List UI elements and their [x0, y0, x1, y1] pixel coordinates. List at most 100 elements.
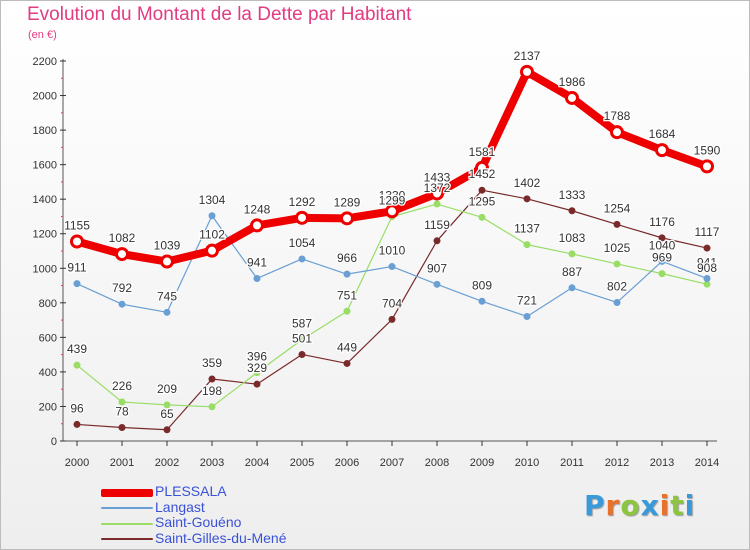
data-point: [73, 420, 81, 428]
data-point: [298, 255, 306, 263]
x-tick-label: 2006: [335, 457, 359, 469]
data-point: [475, 160, 489, 175]
data-label: 1299: [379, 194, 406, 208]
data-label: 721: [517, 293, 537, 307]
data-label: 65: [160, 407, 174, 421]
data-label: 1155: [64, 219, 90, 233]
y-tick-label: 600: [39, 332, 57, 344]
data-label: 226: [112, 379, 132, 393]
legend-label: Saint-Gilles-du-Mené: [155, 529, 287, 546]
data-label: 1372: [424, 181, 451, 195]
data-point: [118, 424, 126, 432]
data-point: [118, 300, 126, 308]
logo-letter: P: [584, 489, 606, 522]
x-tick-label: 2007: [380, 457, 404, 469]
data-point: [208, 375, 216, 383]
data-label: 809: [472, 278, 492, 292]
data-point: [658, 234, 666, 242]
data-point: [568, 250, 576, 258]
data-point: [208, 403, 216, 411]
data-point: [70, 234, 84, 249]
data-label: 501: [292, 331, 312, 345]
data-point: [253, 369, 261, 377]
x-tick-label: 2001: [110, 457, 134, 469]
x-tick-label: 2008: [425, 457, 449, 469]
data-point: [703, 280, 711, 288]
x-tick-label: 2009: [470, 457, 494, 469]
data-label: 1082: [109, 231, 136, 245]
data-label: 1402: [514, 176, 541, 190]
x-tick-label: 2014: [695, 457, 719, 469]
data-label: 745: [157, 289, 177, 303]
chart-subtitle: (en €): [28, 29, 57, 41]
data-point: [703, 274, 711, 282]
y-tick-label: 200: [39, 401, 57, 413]
logo-letter: x: [640, 489, 660, 522]
data-label: 907: [427, 261, 447, 275]
data-label: 1102: [199, 228, 225, 242]
data-label: 704: [382, 296, 402, 310]
data-label: 396: [247, 350, 267, 364]
y-tick-label: 2000: [33, 91, 57, 103]
legend-label: Langast: [155, 498, 205, 515]
data-label: 1684: [649, 127, 676, 141]
data-label: 1254: [604, 201, 631, 215]
data-label: 1039: [154, 239, 181, 253]
data-point: [433, 200, 441, 208]
data-label: 587: [292, 317, 312, 331]
data-label: 1292: [289, 195, 316, 209]
data-label: 1137: [514, 222, 540, 236]
y-tick-label: 1600: [33, 160, 57, 172]
chart-title: Evolution du Montant de la Dette par Hab…: [27, 4, 412, 25]
x-tick-label: 2000: [65, 457, 89, 469]
y-tick-label: 0: [51, 436, 57, 448]
x-tick-label: 2005: [290, 457, 314, 469]
data-point: [253, 380, 261, 388]
data-point: [703, 244, 711, 252]
data-label: 1452: [469, 167, 496, 181]
legend-swatch: [101, 522, 153, 525]
data-point: [613, 298, 621, 306]
data-point: [388, 263, 396, 271]
x-tick-label: 2011: [560, 457, 584, 469]
y-tick-label: 1000: [33, 263, 57, 275]
data-label: 1054: [289, 236, 316, 250]
data-label: 1159: [424, 218, 450, 232]
data-point: [658, 257, 666, 265]
data-label: 1581: [469, 145, 496, 159]
series-line-0: [73, 67, 711, 266]
data-point: [478, 186, 486, 194]
y-tick-label: 1200: [33, 229, 57, 241]
data-point: [523, 241, 531, 249]
data-point: [568, 207, 576, 215]
data-label: 908: [697, 261, 717, 275]
data-point: [295, 210, 309, 225]
data-label: 96: [70, 401, 84, 415]
data-label: 439: [67, 342, 87, 356]
y-tick-label: 400: [39, 367, 57, 379]
data-point: [388, 315, 396, 323]
x-tick-label: 2012: [605, 457, 629, 469]
data-label: 449: [337, 340, 357, 354]
data-point: [115, 247, 129, 262]
data-label: 1025: [604, 241, 631, 255]
data-label: 1986: [559, 75, 586, 89]
data-point: [520, 64, 534, 79]
logo-letter: i: [684, 489, 696, 522]
data-label: 751: [337, 288, 357, 302]
data-label: 969: [652, 251, 672, 265]
data-point: [250, 218, 264, 233]
data-point: [565, 90, 579, 105]
data-point: [700, 159, 714, 174]
data-label: 941: [247, 255, 267, 269]
data-point: [478, 213, 486, 221]
data-point: [613, 220, 621, 228]
data-label: 1295: [469, 194, 496, 208]
x-tick-label: 2010: [515, 457, 539, 469]
y-tick-label: 1400: [33, 194, 57, 206]
data-point: [610, 125, 624, 140]
data-label: 941: [697, 255, 717, 269]
data-point: [568, 284, 576, 292]
data-point: [433, 280, 441, 288]
